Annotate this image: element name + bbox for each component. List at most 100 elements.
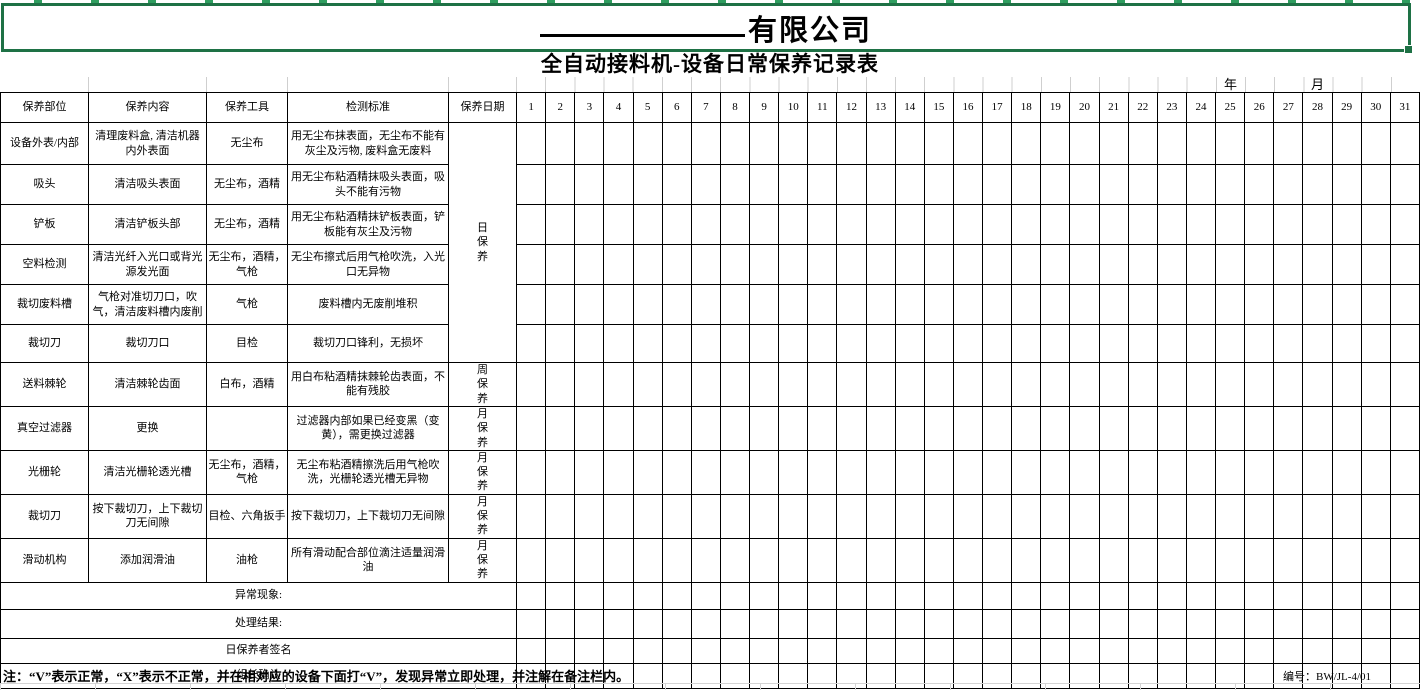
- day-cell[interactable]: [923, 405, 954, 451]
- day-cell[interactable]: [1273, 405, 1304, 451]
- day-cell[interactable]: [952, 122, 984, 165]
- day-cell[interactable]: [1360, 362, 1391, 407]
- day-cell[interactable]: [661, 362, 692, 407]
- day-cell[interactable]: [632, 581, 663, 610]
- day-cell[interactable]: [748, 244, 780, 285]
- day-cell[interactable]: [1069, 608, 1100, 639]
- day-cell[interactable]: [1127, 637, 1158, 664]
- day-cell[interactable]: [1389, 537, 1420, 583]
- day-cell[interactable]: [1127, 405, 1158, 451]
- day-cell[interactable]: [1331, 122, 1362, 165]
- day-cell[interactable]: [1331, 493, 1362, 539]
- day-cell[interactable]: [1273, 244, 1304, 285]
- day-cell[interactable]: [1011, 164, 1042, 205]
- day-cell[interactable]: [836, 362, 867, 407]
- day-cell[interactable]: [1331, 324, 1362, 363]
- day-cell[interactable]: [1389, 164, 1420, 205]
- day-cell[interactable]: [1040, 122, 1071, 165]
- day-cell[interactable]: [981, 537, 1013, 583]
- day-cell[interactable]: [778, 244, 809, 285]
- day-cell[interactable]: [836, 449, 867, 495]
- day-cell[interactable]: [778, 449, 809, 495]
- day-cell[interactable]: [1098, 637, 1129, 664]
- day-cell[interactable]: [515, 493, 547, 539]
- day-cell[interactable]: [778, 284, 809, 325]
- day-cell[interactable]: [894, 244, 925, 285]
- day-cell[interactable]: [1040, 637, 1071, 664]
- day-cell[interactable]: [1302, 637, 1333, 664]
- day-cell[interactable]: [1156, 244, 1187, 285]
- day-cell[interactable]: [981, 122, 1013, 165]
- day-cell[interactable]: [574, 537, 605, 583]
- day-cell[interactable]: [603, 122, 634, 165]
- day-cell[interactable]: [632, 449, 663, 495]
- day-cell[interactable]: [1244, 493, 1275, 539]
- day-cell[interactable]: [981, 581, 1013, 610]
- day-cell[interactable]: [1069, 164, 1100, 205]
- day-cell[interactable]: [894, 122, 925, 165]
- day-cell[interactable]: [690, 493, 721, 539]
- day-cell[interactable]: [690, 449, 721, 495]
- day-cell[interactable]: [807, 537, 838, 583]
- day-cell[interactable]: [1011, 581, 1042, 610]
- day-cell[interactable]: [1302, 244, 1333, 285]
- day-cell[interactable]: [1127, 324, 1158, 363]
- day-cell[interactable]: [923, 637, 954, 664]
- day-cell[interactable]: [574, 122, 605, 165]
- day-cell[interactable]: [661, 493, 692, 539]
- day-cell[interactable]: [1069, 581, 1100, 610]
- day-cell[interactable]: [719, 449, 751, 495]
- day-cell[interactable]: [807, 164, 838, 205]
- day-cell[interactable]: [952, 204, 984, 245]
- day-cell[interactable]: [894, 405, 925, 451]
- day-cell[interactable]: [574, 204, 605, 245]
- day-cell[interactable]: [1389, 581, 1420, 610]
- day-cell[interactable]: [632, 608, 663, 639]
- day-cell[interactable]: [1214, 324, 1246, 363]
- day-cell[interactable]: [1273, 537, 1304, 583]
- day-cell[interactable]: [1389, 284, 1420, 325]
- day-cell[interactable]: [574, 324, 605, 363]
- day-cell[interactable]: [778, 637, 809, 664]
- day-cell[interactable]: [923, 493, 954, 539]
- day-cell[interactable]: [1244, 405, 1275, 451]
- day-cell[interactable]: [1360, 405, 1391, 451]
- day-cell[interactable]: [1360, 164, 1391, 205]
- day-cell[interactable]: [690, 122, 721, 165]
- day-cell[interactable]: [719, 581, 751, 610]
- day-cell[interactable]: [603, 204, 634, 245]
- day-cell[interactable]: [545, 449, 576, 495]
- day-cell[interactable]: [1302, 284, 1333, 325]
- day-cell[interactable]: [807, 637, 838, 664]
- day-cell[interactable]: [981, 164, 1013, 205]
- day-cell[interactable]: [748, 581, 780, 610]
- day-cell[interactable]: [661, 122, 692, 165]
- day-cell[interactable]: [923, 164, 954, 205]
- day-cell[interactable]: [836, 493, 867, 539]
- day-cell[interactable]: [1185, 449, 1217, 495]
- day-cell[interactable]: [1156, 324, 1187, 363]
- day-cell[interactable]: [865, 581, 896, 610]
- day-cell[interactable]: [719, 608, 751, 639]
- day-cell[interactable]: [719, 284, 751, 325]
- day-cell[interactable]: [515, 581, 547, 610]
- day-cell[interactable]: [1040, 362, 1071, 407]
- day-cell[interactable]: [545, 164, 576, 205]
- day-cell[interactable]: [778, 405, 809, 451]
- day-cell[interactable]: [1011, 122, 1042, 165]
- day-cell[interactable]: [1273, 362, 1304, 407]
- day-cell[interactable]: [1127, 581, 1158, 610]
- day-cell[interactable]: [1156, 608, 1187, 639]
- day-cell[interactable]: [1098, 284, 1129, 325]
- day-cell[interactable]: [1040, 449, 1071, 495]
- day-cell[interactable]: [1069, 122, 1100, 165]
- day-cell[interactable]: [1069, 284, 1100, 325]
- day-cell[interactable]: [1244, 122, 1275, 165]
- day-cell[interactable]: [1185, 164, 1217, 205]
- day-cell[interactable]: [981, 204, 1013, 245]
- day-cell[interactable]: [836, 637, 867, 664]
- day-cell[interactable]: [545, 244, 576, 285]
- day-cell[interactable]: [690, 581, 721, 610]
- day-cell[interactable]: [603, 581, 634, 610]
- day-cell[interactable]: [865, 244, 896, 285]
